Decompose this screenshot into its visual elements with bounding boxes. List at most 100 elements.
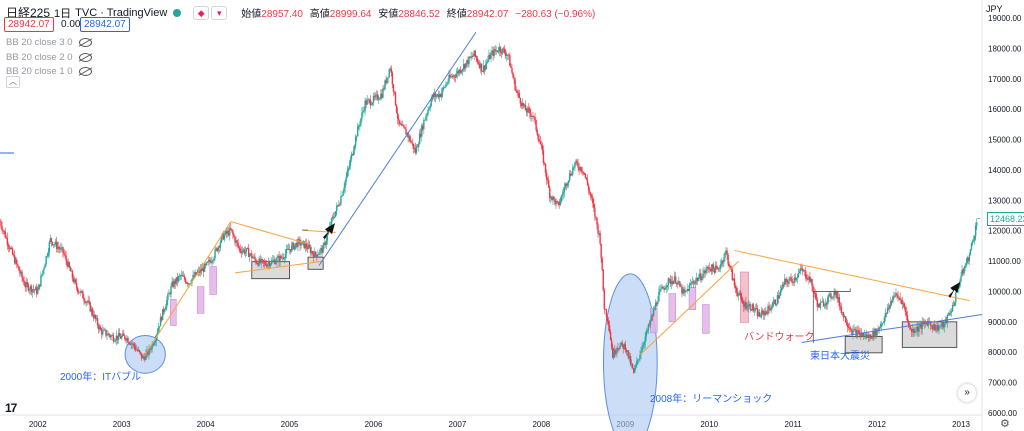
- candle-body: [124, 335, 126, 340]
- candle-body: [612, 347, 614, 358]
- candle-body: [881, 323, 884, 325]
- indicator-row-2[interactable]: BB 20 close 2 0: [6, 52, 92, 63]
- candle-body: [308, 244, 311, 248]
- 2004-upper-trend-line: [230, 221, 307, 244]
- candle-body: [644, 336, 646, 343]
- interval-label[interactable]: 1日: [54, 7, 72, 20]
- collapse-indicators-icon[interactable]: ︿: [6, 76, 20, 88]
- candle-body: [353, 145, 356, 151]
- candle-body: [877, 329, 879, 331]
- candle-body: [789, 277, 791, 281]
- pink-box-7: [702, 304, 710, 334]
- candle-body: [844, 316, 847, 323]
- candle-body: [800, 268, 803, 270]
- y-tick-label: 12000.00: [988, 227, 1022, 236]
- candle-body: [443, 87, 445, 88]
- candle-body: [531, 116, 533, 117]
- candle-body: [954, 302, 956, 306]
- candle-body: [629, 355, 632, 365]
- candle-body: [856, 329, 858, 337]
- candle-body: [861, 332, 864, 336]
- flag-icon[interactable]: ▾: [211, 5, 228, 20]
- candle-body: [286, 248, 289, 250]
- candle-body: [469, 56, 471, 58]
- candle-body: [451, 76, 453, 78]
- indicator-row-3[interactable]: BB 20 close 1 0: [6, 66, 92, 77]
- candle-body: [385, 80, 387, 84]
- candle-body: [930, 325, 933, 327]
- candle-body: [360, 118, 362, 125]
- candle-body: [641, 347, 643, 352]
- candle-body: [951, 305, 954, 312]
- tradingview-logo[interactable]: 17: [5, 401, 17, 415]
- candle-body: [337, 204, 339, 206]
- candle-body: [17, 264, 19, 267]
- candle-body: [107, 333, 109, 336]
- candle-body: [892, 296, 894, 303]
- candle-body: [87, 300, 89, 303]
- candle-body: [348, 165, 351, 169]
- candle-body: [93, 314, 96, 318]
- candle-body: [884, 313, 887, 318]
- indicator-row-1[interactable]: BB 20 close 3 0: [6, 37, 92, 48]
- candle-body: [713, 268, 716, 273]
- alert-icon[interactable]: ◆: [193, 5, 210, 20]
- candle-body: [533, 116, 535, 118]
- candle-body: [544, 163, 547, 173]
- candle-body: [565, 183, 568, 186]
- candle-body: [354, 136, 357, 146]
- candle-body: [140, 353, 143, 359]
- eye-hidden-icon[interactable]: [78, 67, 92, 76]
- candle-body: [709, 268, 711, 270]
- candle-body: [26, 282, 28, 285]
- candle-body: [381, 93, 383, 98]
- candle-body: [940, 325, 942, 327]
- candle-body: [754, 308, 757, 311]
- candle-body: [775, 304, 778, 306]
- candle-body: [542, 150, 545, 164]
- candle-body: [679, 281, 681, 287]
- buy-price-button[interactable]: 28942.07: [80, 17, 130, 32]
- candle-body: [112, 335, 115, 341]
- candle-body: [397, 118, 400, 121]
- candle-body: [94, 314, 97, 319]
- candle-body: [650, 315, 653, 321]
- candle-body: [222, 233, 225, 240]
- candle-body: [586, 179, 589, 186]
- candle-body: [516, 91, 518, 93]
- candle-body: [66, 260, 68, 267]
- candle-body: [795, 278, 798, 280]
- candle-body: [705, 270, 707, 274]
- 2005-2007-uptrend-line: [318, 32, 477, 266]
- candle-body: [100, 326, 102, 331]
- candle-body: [685, 290, 687, 292]
- candle-body: [260, 259, 262, 263]
- candle-body: [211, 260, 213, 263]
- gear-icon[interactable]: ⚙: [1000, 418, 1010, 430]
- candle-body: [947, 314, 950, 316]
- candle-body: [575, 160, 577, 163]
- candle-body: [827, 297, 829, 305]
- candle-body: [195, 272, 197, 275]
- candle-body: [890, 301, 892, 305]
- eye-hidden-icon[interactable]: [78, 38, 92, 47]
- candle-body: [714, 265, 717, 273]
- candle-body: [695, 278, 698, 281]
- candle-body: [54, 241, 57, 245]
- sell-price-button[interactable]: 28942.07: [4, 17, 54, 32]
- scroll-to-realtime-icon[interactable]: »: [958, 384, 976, 402]
- candle-body: [332, 216, 335, 218]
- symbol-name[interactable]: 日経225: [6, 6, 51, 20]
- candle-body: [342, 191, 344, 196]
- x-tick-label: 2011: [785, 420, 803, 429]
- eye-hidden-icon[interactable]: [78, 53, 92, 62]
- candle-body: [365, 100, 367, 105]
- candle-body: [47, 252, 49, 256]
- candle-body: [564, 183, 567, 188]
- candle-body: [198, 270, 201, 273]
- candle-body: [809, 276, 811, 282]
- candle-body: [674, 276, 677, 284]
- currency-label[interactable]: JPY: [986, 4, 1003, 14]
- candle-body: [370, 104, 373, 106]
